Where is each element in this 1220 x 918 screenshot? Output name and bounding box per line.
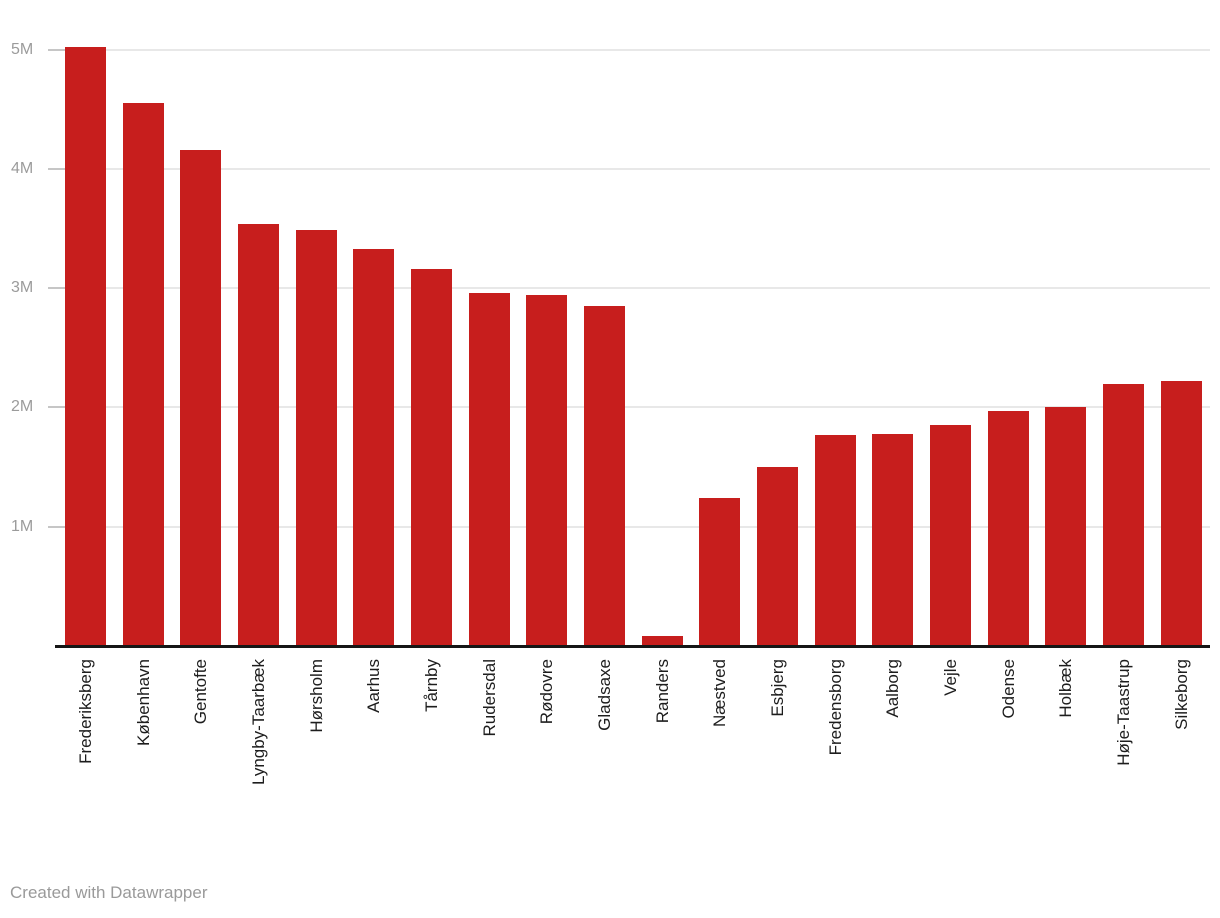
bar[interactable] <box>814 434 856 646</box>
gridline <box>55 48 1210 51</box>
x-axis-label: Fredensborg <box>825 659 845 756</box>
gridline <box>55 167 1210 170</box>
gridline <box>55 525 1210 528</box>
bar[interactable] <box>641 636 683 646</box>
bar[interactable] <box>410 269 452 646</box>
y-axis-tick <box>48 167 65 170</box>
x-axis-label: Lyngby-Taarbæk <box>248 659 268 785</box>
bar[interactable] <box>1102 383 1144 646</box>
bar[interactable] <box>237 223 279 646</box>
x-axis-label: Gladsaxe <box>594 659 614 731</box>
x-axis-label: Aarhus <box>364 659 384 713</box>
x-axis-label: Vejle <box>940 659 960 696</box>
bar[interactable] <box>180 149 222 646</box>
y-axis-tick-label: 2M <box>11 398 34 416</box>
bar[interactable] <box>65 47 106 646</box>
x-axis-label: Næstved <box>710 659 730 728</box>
bar[interactable] <box>353 248 395 646</box>
x-axis-label: Gentofte <box>191 659 211 725</box>
x-axis-label: Odense <box>998 659 1018 719</box>
x-axis-label: København <box>133 659 153 746</box>
x-axis-label: Frederiksberg <box>76 659 95 764</box>
x-axis-line <box>55 645 1210 648</box>
bar[interactable] <box>699 498 741 646</box>
bar[interactable] <box>583 305 625 646</box>
y-axis-tick <box>48 525 65 528</box>
y-axis-tick-label: 3M <box>11 279 34 297</box>
datawrapper-credit: Created with Datawrapper <box>10 883 208 902</box>
y-axis-tick-label: 5M <box>11 40 34 58</box>
y-axis-tick <box>48 48 65 51</box>
bar[interactable] <box>526 295 568 646</box>
x-axis-label: Høje-Taastrup <box>1113 659 1133 766</box>
x-axis-label: Holbæk <box>1056 659 1076 718</box>
y-axis-tick <box>48 287 65 290</box>
bar[interactable] <box>987 410 1029 646</box>
x-axis-label: Tårnby <box>421 659 441 712</box>
bar[interactable] <box>1045 407 1087 646</box>
x-axis-label: Hørsholm <box>306 659 326 733</box>
gridline <box>55 406 1210 409</box>
x-axis-label: Rudersdal <box>479 659 499 737</box>
y-axis-tick-label: 4M <box>11 159 34 177</box>
bar[interactable] <box>872 433 914 646</box>
bar[interactable] <box>122 103 164 646</box>
x-axis-label: Esbjerg <box>767 659 787 717</box>
bar[interactable] <box>756 467 798 646</box>
bar[interactable] <box>1160 381 1202 646</box>
y-axis-tick-label: 1M <box>11 517 34 535</box>
gridline <box>55 287 1210 290</box>
x-axis-label: Silkeborg <box>1171 659 1191 730</box>
y-axis-tick <box>48 406 65 409</box>
bar[interactable] <box>929 425 971 646</box>
x-axis-label: Randers <box>652 659 672 724</box>
x-axis-label: Aalborg <box>883 659 903 718</box>
x-axis-label: Rødovre <box>537 659 557 725</box>
bar[interactable] <box>295 229 337 646</box>
bar[interactable] <box>468 292 510 646</box>
